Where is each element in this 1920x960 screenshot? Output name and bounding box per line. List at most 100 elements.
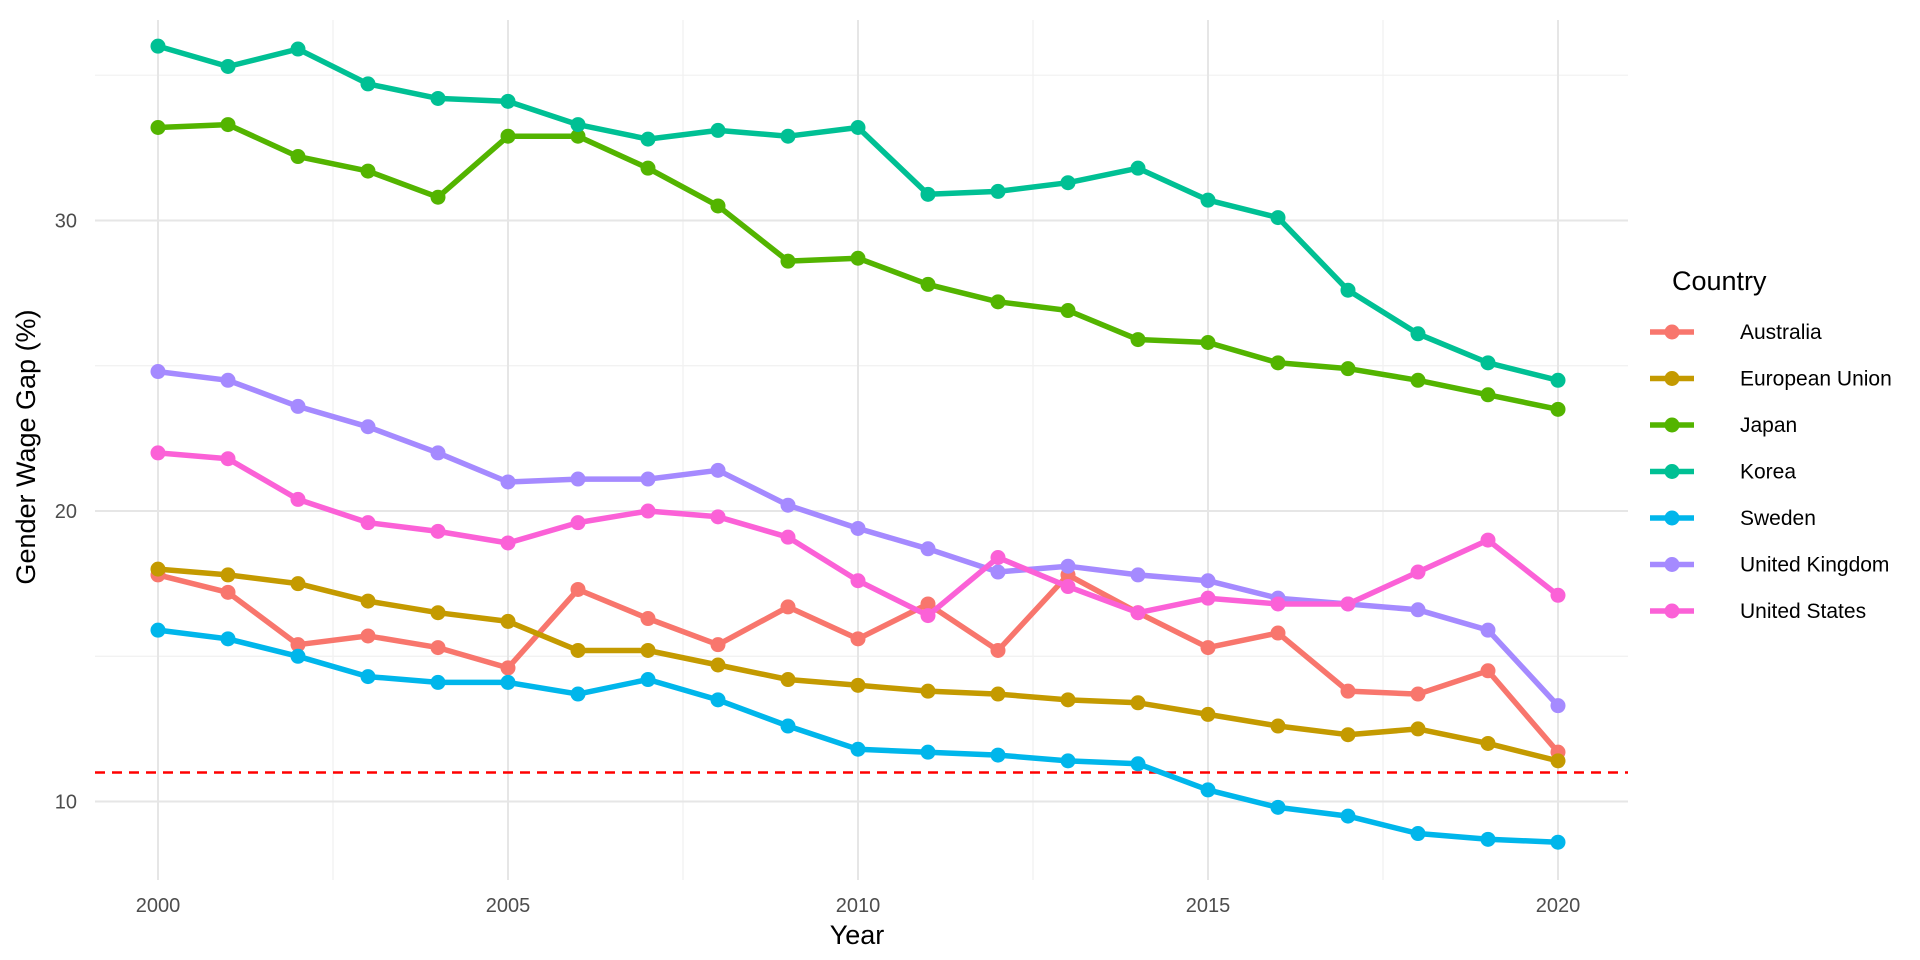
data-point-australia bbox=[220, 584, 236, 600]
data-point-european-union bbox=[1480, 735, 1496, 751]
data-point-united-kingdom bbox=[1060, 558, 1076, 574]
data-point-sweden bbox=[850, 741, 866, 757]
data-point-sweden bbox=[570, 686, 586, 702]
legend-label: European Union bbox=[1740, 368, 1892, 391]
series-japan bbox=[150, 117, 1566, 417]
series-european-union bbox=[150, 561, 1566, 769]
data-point-united-kingdom bbox=[920, 541, 936, 557]
x-axis-title: Year bbox=[830, 920, 885, 950]
data-point-european-union bbox=[780, 672, 796, 688]
data-point-japan bbox=[850, 250, 866, 266]
data-point-japan bbox=[640, 160, 656, 176]
data-point-australia bbox=[640, 611, 656, 627]
data-point-korea bbox=[290, 41, 306, 57]
data-point-korea bbox=[640, 131, 656, 147]
data-point-korea bbox=[360, 76, 376, 92]
y-tick-label: 10 bbox=[55, 792, 77, 814]
data-point-korea bbox=[150, 38, 166, 54]
y-tick-label: 20 bbox=[55, 501, 77, 523]
data-point-united-states bbox=[290, 491, 306, 507]
legend-key-point bbox=[1664, 371, 1680, 386]
data-point-korea bbox=[1480, 355, 1496, 371]
data-point-korea bbox=[220, 58, 236, 74]
data-point-united-states bbox=[780, 529, 796, 545]
data-point-korea bbox=[1340, 282, 1356, 298]
data-point-korea bbox=[920, 186, 936, 202]
data-point-sweden bbox=[780, 718, 796, 734]
data-point-australia bbox=[780, 599, 796, 615]
legend-item-european-union: European Union bbox=[1650, 368, 1892, 391]
grid bbox=[95, 20, 1628, 880]
data-point-sweden bbox=[150, 622, 166, 638]
data-point-australia bbox=[290, 637, 306, 653]
data-point-united-kingdom bbox=[570, 471, 586, 487]
data-point-european-union bbox=[1340, 727, 1356, 743]
data-point-korea bbox=[1550, 372, 1566, 388]
legend-key-point bbox=[1664, 510, 1680, 526]
data-point-sweden bbox=[1480, 831, 1496, 847]
data-point-united-states bbox=[1480, 532, 1496, 548]
data-point-japan bbox=[290, 149, 306, 165]
data-point-united-kingdom bbox=[430, 445, 446, 461]
data-point-european-union bbox=[1270, 718, 1286, 734]
data-point-sweden bbox=[360, 669, 376, 685]
data-point-japan bbox=[430, 189, 446, 205]
data-point-united-kingdom bbox=[150, 364, 166, 380]
data-point-sweden bbox=[290, 648, 306, 664]
data-point-european-union bbox=[150, 561, 166, 577]
series-layer bbox=[150, 38, 1566, 850]
legend-key-point bbox=[1664, 417, 1680, 433]
data-point-japan bbox=[220, 117, 236, 133]
data-point-japan bbox=[1480, 387, 1496, 403]
data-point-european-union bbox=[430, 605, 446, 621]
data-point-united-states bbox=[1550, 587, 1566, 603]
data-point-japan bbox=[360, 163, 376, 179]
data-point-australia bbox=[710, 637, 726, 653]
data-point-united-kingdom bbox=[990, 564, 1006, 580]
y-axis-title: Gender Wage Gap (%) bbox=[11, 309, 41, 584]
data-point-united-kingdom bbox=[780, 497, 796, 513]
legend-key-point bbox=[1664, 324, 1680, 340]
data-point-united-states bbox=[150, 445, 166, 461]
data-point-australia bbox=[1480, 663, 1496, 679]
data-point-japan bbox=[1340, 361, 1356, 377]
axes: 2000 2005 2010 2015 2020 10 20 30 bbox=[55, 210, 1581, 917]
data-point-sweden bbox=[640, 672, 656, 688]
data-point-sweden bbox=[990, 747, 1006, 763]
data-point-australia bbox=[920, 596, 936, 612]
x-tick-label: 2010 bbox=[836, 895, 881, 917]
data-point-european-union bbox=[850, 677, 866, 693]
legend-item-korea: Korea bbox=[1650, 461, 1796, 484]
data-point-korea bbox=[710, 122, 726, 138]
legend-key-point bbox=[1664, 464, 1680, 479]
data-point-korea bbox=[1410, 326, 1426, 342]
data-point-korea bbox=[570, 117, 586, 133]
legend-label: United Kingdom bbox=[1740, 554, 1889, 577]
data-point-united-states bbox=[1200, 590, 1216, 606]
data-point-european-union bbox=[220, 567, 236, 583]
data-point-australia bbox=[850, 631, 866, 647]
data-point-japan bbox=[570, 128, 586, 144]
data-point-european-union bbox=[1550, 753, 1566, 769]
data-point-european-union bbox=[990, 686, 1006, 702]
data-point-sweden bbox=[1550, 834, 1566, 850]
data-point-european-union bbox=[500, 613, 516, 629]
data-point-japan bbox=[1270, 355, 1286, 371]
data-point-united-states bbox=[640, 503, 656, 519]
data-point-korea bbox=[780, 128, 796, 144]
data-point-korea bbox=[1200, 192, 1216, 208]
data-point-european-union bbox=[290, 576, 306, 592]
data-point-european-union bbox=[570, 642, 586, 658]
data-point-united-states bbox=[850, 573, 866, 589]
data-point-sweden bbox=[1340, 808, 1356, 824]
data-point-united-kingdom bbox=[1200, 573, 1216, 589]
data-point-japan bbox=[500, 128, 516, 144]
data-point-united-states bbox=[1410, 564, 1426, 580]
data-point-united-states bbox=[990, 550, 1006, 565]
data-point-sweden bbox=[1130, 756, 1146, 772]
legend-item-australia: Australia bbox=[1650, 321, 1822, 344]
legend-key-point bbox=[1664, 557, 1680, 572]
data-point-united-states bbox=[920, 608, 936, 624]
data-point-australia bbox=[1340, 683, 1356, 699]
data-point-united-kingdom bbox=[1550, 698, 1566, 714]
